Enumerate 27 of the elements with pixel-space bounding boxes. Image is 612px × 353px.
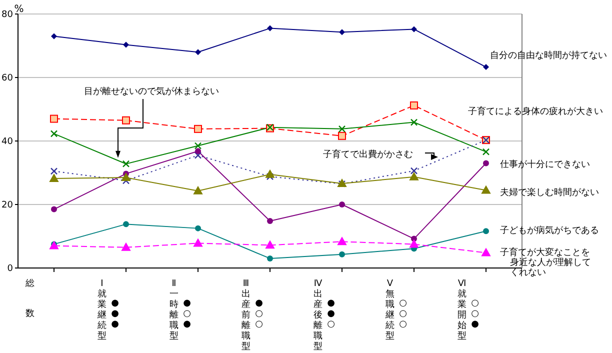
y-tick-label: 80: [2, 10, 14, 20]
x-tick-label: Ⅴ無職継続型: [384, 279, 394, 342]
x-tick-label: Ⅲ出産前離職型: [242, 279, 250, 352]
series-label: 子育てによる身体の疲れが大きい: [468, 106, 603, 117]
text: ●○○: [255, 298, 264, 330]
series-label: 自分の自由な時間が持てない: [490, 50, 607, 61]
y-axis-title: %: [14, 4, 24, 15]
series-label: 子育てが大変なことを身近な人が理解してくれない: [500, 247, 591, 278]
x-tick-label: Ⅱ一時離職型: [170, 279, 178, 342]
series-label: 仕事が十分にできない: [500, 159, 590, 170]
series-label: 夫婦で楽しむ時間がない: [500, 187, 599, 198]
text: ○○○: [399, 298, 408, 330]
category-label: 総数: [26, 279, 34, 319]
series-label: 子どもが病気がちである: [500, 225, 599, 236]
text: ●○●: [183, 298, 192, 330]
text: ●●○: [327, 298, 336, 330]
y-tick-label: 40: [2, 137, 14, 148]
y-tick-label: 60: [2, 74, 14, 84]
series-label: 子育てで出費がかさむ: [323, 149, 413, 160]
text: ●●●: [111, 298, 120, 330]
y-tick-label: 0: [7, 264, 14, 274]
x-tick-label: Ⅵ就業開始型: [458, 279, 466, 342]
text: 目が離せないので気が休まらない: [84, 86, 219, 97]
x-tick-label: Ⅰ就業継続型: [96, 279, 106, 342]
y-tick-label: 20: [2, 200, 14, 211]
text: ○○●: [471, 298, 480, 330]
x-tick-label: Ⅳ出産後離職型: [314, 279, 323, 352]
